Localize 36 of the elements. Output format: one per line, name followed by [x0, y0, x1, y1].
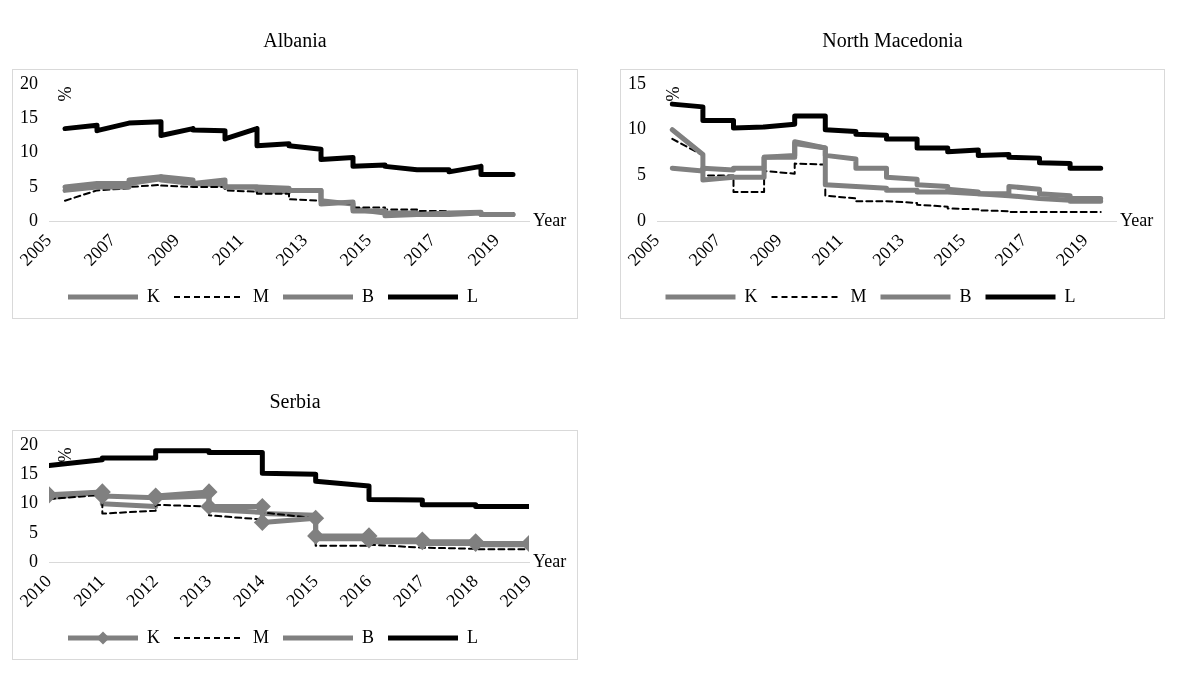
- y-axis-title: %: [54, 447, 75, 463]
- y-tick-label: 0: [29, 210, 38, 231]
- y-tick-label: 15: [20, 107, 38, 128]
- legend-label: B: [362, 626, 375, 647]
- y-tick-label: 20: [20, 433, 38, 454]
- y-axis-title: %: [662, 86, 683, 102]
- legend-label: L: [1064, 285, 1076, 306]
- legend-label: L: [467, 285, 479, 306]
- y-tick-label: 5: [637, 164, 646, 185]
- y-tick-label: 15: [20, 463, 38, 484]
- y-tick-label: 15: [628, 72, 646, 93]
- y-tick-label: 10: [20, 492, 38, 513]
- legend-label: K: [147, 626, 160, 647]
- y-tick-label: 10: [20, 141, 38, 162]
- x-axis-title: Year: [533, 210, 567, 231]
- y-tick-label: 20: [20, 72, 38, 93]
- legend-label: M: [253, 285, 270, 306]
- chart-title: North Macedonia: [821, 28, 964, 53]
- x-tick-label: 2011: [807, 229, 847, 270]
- y-tick-label: 0: [29, 551, 38, 572]
- legend-label: K: [147, 285, 160, 306]
- y-axis-title: %: [54, 86, 75, 102]
- legend-label: L: [467, 626, 479, 647]
- legend-label: B: [362, 285, 375, 306]
- x-axis-title: Year: [1120, 210, 1154, 231]
- y-tick-label: 5: [29, 521, 38, 542]
- legend-label: M: [850, 285, 867, 306]
- legend-label: B: [959, 285, 972, 306]
- y-tick-label: 5: [29, 175, 38, 196]
- x-axis-title: Year: [533, 551, 567, 572]
- legend-label: K: [744, 285, 758, 306]
- chart-title: Serbia: [268, 389, 322, 414]
- chart-title: Albania: [262, 28, 328, 53]
- y-tick-label: 0: [637, 210, 646, 231]
- legend-label: M: [253, 626, 270, 647]
- y-tick-label: 10: [628, 118, 646, 139]
